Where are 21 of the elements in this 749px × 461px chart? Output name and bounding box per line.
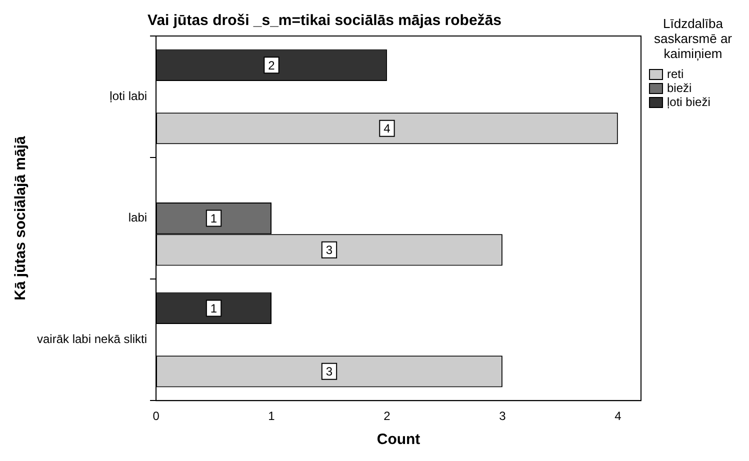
y-tick-label: vairāk labi nekā slikti bbox=[37, 332, 148, 346]
legend-label: ļoti bieži bbox=[667, 95, 710, 109]
y-tick-label: ļoti labi bbox=[110, 89, 148, 104]
data-label: 3 bbox=[326, 243, 333, 258]
y-axis-title: Kā jūtas sociālajā mājā bbox=[12, 136, 30, 300]
x-tick-label: 3 bbox=[499, 409, 506, 424]
data-label: 3 bbox=[326, 364, 333, 379]
data-label: 1 bbox=[210, 302, 218, 316]
x-tick-label: 0 bbox=[152, 409, 160, 424]
x-axis-title: Count bbox=[376, 431, 420, 448]
legend-label: reti bbox=[667, 67, 684, 81]
legend-label: bieži bbox=[667, 81, 692, 95]
data-label: 2 bbox=[268, 58, 276, 72]
y-tick-label: labi bbox=[128, 210, 148, 225]
x-tick-label: 2 bbox=[384, 409, 391, 424]
legend-title: Līdzdalība saskarsmē ar kaimiņiem bbox=[652, 16, 734, 61]
chart-title: Vai jūtas droši _s_m=tikai sociālās mājas robežās bbox=[148, 12, 502, 30]
x-tick-label: 1 bbox=[268, 409, 276, 424]
data-label: 4 bbox=[384, 122, 391, 136]
data-label: 1 bbox=[210, 212, 218, 226]
x-tick-label: 4 bbox=[614, 409, 622, 424]
